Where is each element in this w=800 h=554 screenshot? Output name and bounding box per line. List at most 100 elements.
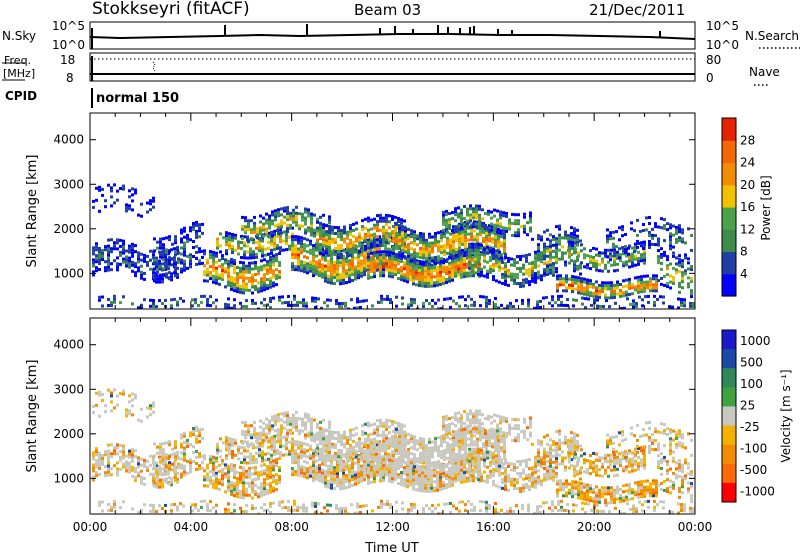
- power-cell: [463, 217, 466, 220]
- velocity-cell: [262, 421, 265, 425]
- power-cell: [568, 246, 571, 250]
- power-cell: [555, 267, 558, 271]
- velocity-cell: [276, 449, 279, 452]
- power-cell: [370, 242, 373, 246]
- power-cell: [367, 264, 370, 268]
- power-cell: [342, 281, 345, 285]
- velocity-cell: [352, 445, 355, 449]
- velocity-cell: [256, 441, 259, 445]
- velocity-cell: [427, 474, 430, 478]
- power-cell: [631, 283, 634, 287]
- power-cell: [233, 277, 236, 281]
- velocity-cell: [294, 458, 297, 462]
- power-cell: [552, 235, 555, 239]
- power-cell: [242, 276, 245, 280]
- power-cell: [140, 306, 143, 309]
- power-cell: [519, 270, 522, 273]
- velocity-cell: [384, 452, 387, 456]
- power-cell: [107, 244, 110, 248]
- velocity-cell: [304, 424, 307, 428]
- power-cell: [616, 292, 619, 296]
- power-cell: [177, 260, 180, 264]
- power-cell: [321, 272, 324, 276]
- power-cell: [113, 297, 116, 301]
- velocity-cell: [140, 475, 143, 479]
- power-cell: [92, 264, 95, 268]
- power-cell: [174, 262, 177, 266]
- power-cell: [461, 230, 464, 234]
- power-cell: [622, 261, 625, 265]
- velocity-cell: [294, 440, 297, 444]
- cpid-mode: normal 150: [96, 91, 180, 106]
- power-cell: [507, 259, 510, 263]
- power-cell: [440, 251, 443, 255]
- power-cell: [325, 230, 328, 234]
- power-cell: [107, 259, 110, 263]
- power-cell: [170, 307, 173, 309]
- velocity-cell: [463, 462, 466, 466]
- velocity-cell: [201, 436, 204, 440]
- power-cell: [485, 250, 488, 253]
- power-cell: [339, 276, 342, 280]
- power-cell: [170, 272, 173, 276]
- power-cell: [233, 271, 236, 275]
- power-cell: [663, 227, 666, 231]
- power-cell: [363, 267, 366, 271]
- power-cell: [619, 259, 622, 263]
- power-cell: [622, 264, 625, 268]
- velocity-cell: [275, 488, 278, 492]
- power-cell: [485, 304, 488, 308]
- velocity-cell: [271, 436, 274, 440]
- velocity-cell: [367, 445, 370, 449]
- power-cell: [571, 281, 574, 285]
- velocity-cell: [189, 458, 192, 462]
- power-cell: [631, 264, 634, 268]
- power-cell: [125, 209, 128, 213]
- velocity-cell: [294, 473, 297, 477]
- power-cell: [233, 304, 236, 308]
- power-cell: [274, 218, 277, 222]
- power-cell: [692, 302, 695, 305]
- power-cell: [321, 257, 324, 261]
- velocity-cell: [107, 467, 110, 471]
- velocity-cell: [113, 449, 116, 453]
- power-cell: [433, 266, 436, 270]
- power-cell: [503, 245, 506, 249]
- power-cell: [471, 266, 474, 270]
- power-cell: [528, 283, 531, 287]
- velocity-cell: [340, 434, 343, 437]
- power-cell: [221, 263, 224, 267]
- power-cell: [327, 277, 330, 281]
- velocity-cell: [330, 471, 333, 475]
- velocity-cell: [143, 458, 146, 462]
- power-cell: [153, 261, 156, 265]
- power-cell: [653, 303, 656, 307]
- power-cell: [643, 280, 646, 284]
- power-cell: [470, 223, 473, 227]
- power-cell: [466, 213, 469, 217]
- power-cell: [689, 304, 692, 308]
- velocity-cell: [309, 471, 312, 475]
- power-cell: [434, 262, 437, 265]
- velocity-cell: [300, 471, 303, 475]
- power-cell: [243, 241, 246, 245]
- velocity-cell: [342, 459, 345, 463]
- power-cell: [442, 228, 445, 232]
- velocity-cell: [339, 454, 342, 458]
- power-cell: [533, 306, 536, 309]
- power-cell: [146, 260, 149, 264]
- power-cell: [307, 214, 310, 218]
- velocity-cell: [340, 443, 343, 446]
- power-cell: [565, 286, 568, 290]
- power-cell: [431, 250, 434, 254]
- power-cell: [403, 219, 406, 223]
- power-cell: [623, 306, 626, 309]
- power-cell: [346, 254, 349, 258]
- velocity-cell: [212, 464, 215, 468]
- velocity-cell: [212, 482, 215, 486]
- power-cell: [249, 247, 252, 251]
- power-cell: [379, 274, 382, 278]
- velocity-cell: [269, 466, 272, 470]
- power-cell: [675, 231, 678, 235]
- power-cell: [516, 261, 519, 265]
